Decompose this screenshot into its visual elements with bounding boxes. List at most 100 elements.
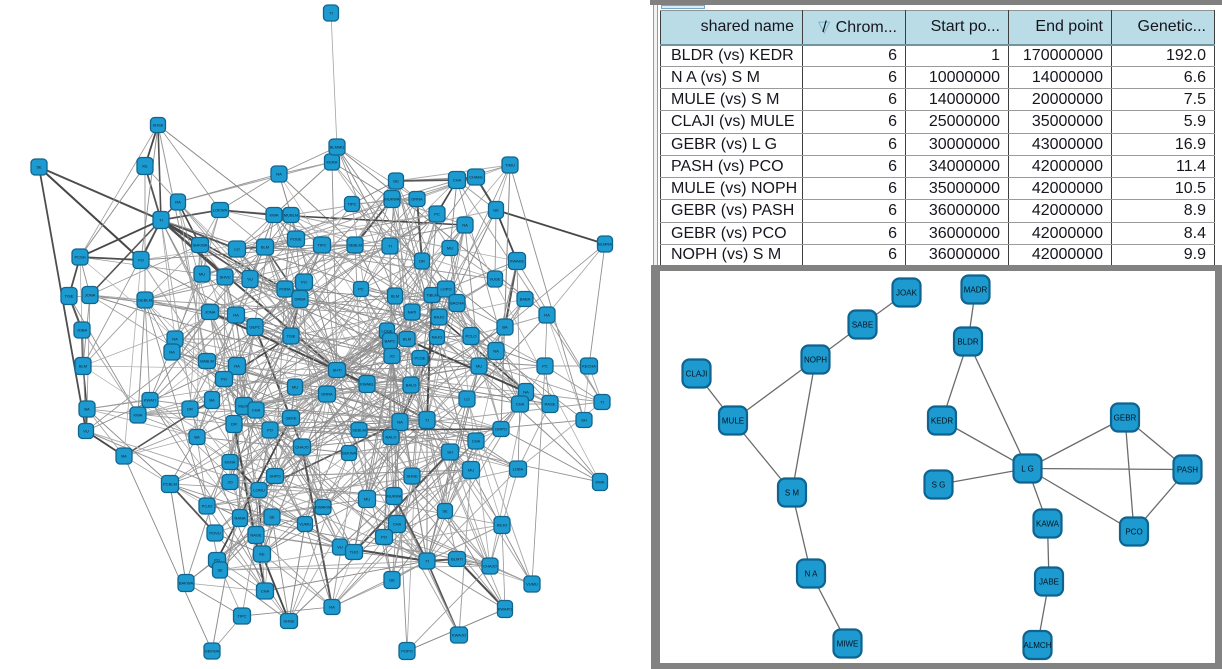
svg-text:NAJO: NAJO xyxy=(432,335,443,340)
svg-text:NA: NA xyxy=(462,223,468,228)
svg-text:L G: L G xyxy=(1021,465,1034,474)
svg-text:GE: GE xyxy=(493,208,499,213)
svg-text:GEKWA: GEKWA xyxy=(205,649,220,654)
svg-text:BLDR: BLDR xyxy=(957,338,979,347)
svg-text:RA: RA xyxy=(329,605,335,610)
svg-text:BA: BA xyxy=(121,454,127,459)
svg-text:NA: NA xyxy=(169,350,175,355)
svg-text:GEBLM: GEBLM xyxy=(138,298,152,303)
svg-text:MU: MU xyxy=(199,272,205,277)
svg-text:BALO: BALO xyxy=(406,383,417,388)
svg-text:TIBLM: TIBLM xyxy=(426,293,438,298)
svg-text:PASH: PASH xyxy=(1177,466,1198,475)
svg-text:SHKWA: SHKWA xyxy=(193,243,208,248)
svg-text:SHPO: SHPO xyxy=(269,474,280,479)
svg-text:SEBLM: SEBLM xyxy=(352,428,366,433)
svg-text:PCLO: PCLO xyxy=(466,334,477,339)
svg-text:GEKE: GEKE xyxy=(285,416,296,421)
svg-text:RA: RA xyxy=(175,200,181,205)
svg-text:MU: MU xyxy=(468,468,474,473)
svg-text:BLM: BLM xyxy=(261,245,269,250)
svg-text:JONA: JONA xyxy=(205,310,216,315)
svg-text:NATI: NATI xyxy=(408,310,417,315)
svg-text:MU: MU xyxy=(292,385,298,390)
svg-text:GEBR: GEBR xyxy=(1114,414,1137,423)
svg-text:KWATI: KWATI xyxy=(144,398,156,403)
svg-text:DRNA: DRNA xyxy=(411,197,423,202)
svg-text:PCSE: PCSE xyxy=(415,356,426,361)
svg-text:TI: TI xyxy=(425,559,429,564)
svg-text:CHAJO: CHAJO xyxy=(295,445,309,450)
svg-text:MULE: MULE xyxy=(722,417,744,426)
svg-text:MUKWA: MUKWA xyxy=(384,197,400,202)
svg-text:TIPC: TIPC xyxy=(347,202,356,207)
svg-text:SHGE: SHGE xyxy=(283,619,295,624)
svg-text:PORA: PORA xyxy=(279,287,291,292)
svg-text:VU: VU xyxy=(337,545,343,550)
svg-text:BLMMU: BLMMU xyxy=(330,145,345,150)
svg-text:PCBLM: PCBLM xyxy=(163,482,177,487)
svg-text:DR: DR xyxy=(187,407,193,412)
svg-text:RA: RA xyxy=(234,364,240,369)
svg-text:TI: TI xyxy=(388,244,392,249)
svg-text:BA: BA xyxy=(84,407,90,412)
svg-text:MADR: MADR xyxy=(964,286,988,295)
svg-text:SHTI: SHTI xyxy=(332,368,341,373)
svg-text:BAPC: BAPC xyxy=(385,339,396,344)
svg-text:MU: MU xyxy=(364,497,370,502)
svg-text:LOGE: LOGE xyxy=(381,329,392,334)
svg-text:PO: PO xyxy=(267,428,273,433)
svg-text:RAJO: RAJO xyxy=(434,315,445,320)
svg-text:PO: PO xyxy=(381,535,387,540)
svg-text:LOMU: LOMU xyxy=(253,488,265,493)
svg-text:PC: PC xyxy=(542,364,548,369)
svg-text:TISE: TISE xyxy=(65,294,74,299)
svg-text:VUMU: VUMU xyxy=(526,582,538,587)
svg-text:BLMTI: BLMTI xyxy=(451,557,463,562)
svg-text:DRPO: DRPO xyxy=(495,427,507,432)
svg-text:KWA: KWA xyxy=(134,413,143,418)
svg-text:VU: VU xyxy=(83,429,89,434)
svg-text:CHA: CHA xyxy=(472,439,481,444)
svg-text:BLM: BLM xyxy=(79,364,87,369)
svg-text:BABA: BABA xyxy=(520,297,531,302)
svg-text:GE: GE xyxy=(393,179,399,184)
svg-text:KECHA: KECHA xyxy=(582,364,596,369)
svg-text:PCJO: PCJO xyxy=(202,504,213,509)
svg-text:DRRA: DRRA xyxy=(321,392,333,397)
svg-text:SEKWA: SEKWA xyxy=(342,451,357,456)
svg-text:DR: DR xyxy=(231,422,237,427)
svg-text:RA: RA xyxy=(544,313,550,318)
svg-text:TI: TI xyxy=(159,218,163,223)
svg-text:JONA: JONA xyxy=(85,293,96,298)
svg-text:GE: GE xyxy=(389,578,395,583)
svg-text:JO: JO xyxy=(227,480,232,485)
svg-text:KWAKW: KWAKW xyxy=(315,505,331,510)
svg-text:BA: BA xyxy=(194,435,200,440)
svg-text:CHA: CHA xyxy=(252,408,261,413)
svg-text:JABE: JABE xyxy=(1039,578,1059,587)
svg-text:TIPC: TIPC xyxy=(317,243,326,248)
svg-text:TIMU: TIMU xyxy=(505,163,515,168)
svg-text:KERA: KERA xyxy=(327,160,338,165)
svg-text:RA: RA xyxy=(233,313,239,318)
svg-text:TIPC: TIPC xyxy=(237,614,246,619)
svg-text:KENA: KENA xyxy=(225,460,236,465)
svg-text:BLM: BLM xyxy=(391,294,399,299)
svg-text:JOBA: JOBA xyxy=(77,328,88,333)
svg-text:KEDR: KEDR xyxy=(931,417,953,426)
svg-text:MUJO: MUJO xyxy=(238,404,249,409)
svg-text:CLAJI: CLAJI xyxy=(686,370,708,379)
svg-text:KWABL: KWABL xyxy=(360,382,375,387)
svg-text:CHAJO: CHAJO xyxy=(483,564,497,569)
svg-text:SH: SH xyxy=(447,450,453,455)
svg-text:NOPH: NOPH xyxy=(804,356,827,365)
svg-text:ALMCH: ALMCH xyxy=(1023,641,1051,650)
svg-text:KE: KE xyxy=(142,164,148,169)
svg-text:SHVU: SHVU xyxy=(219,275,230,280)
svg-text:NA: NA xyxy=(397,420,403,425)
svg-text:RANA: RANA xyxy=(234,516,245,521)
svg-text:SEBLM: SEBLM xyxy=(348,243,362,248)
svg-text:TIJO: TIJO xyxy=(350,550,359,555)
svg-text:NAGE: NAGE xyxy=(250,533,262,538)
